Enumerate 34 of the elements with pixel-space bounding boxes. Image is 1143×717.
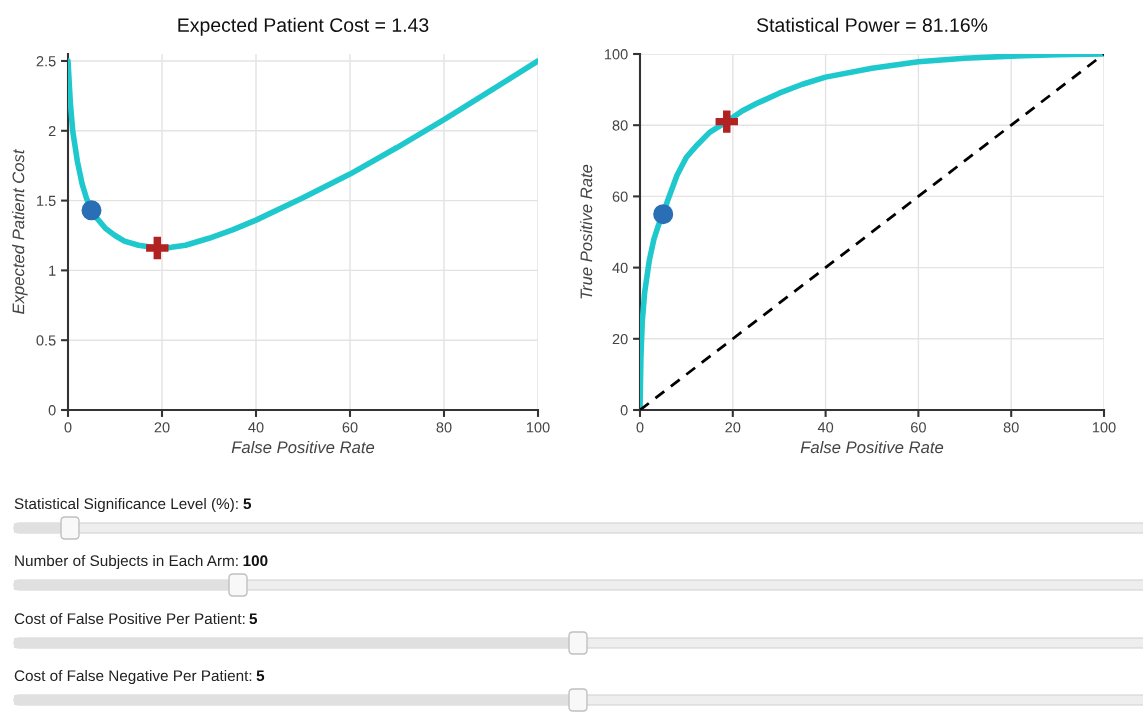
x-axis-title: False Positive Rate: [231, 440, 375, 454]
y-tick-label: 80: [612, 120, 628, 131]
y-tick-label: 0.5: [36, 335, 56, 346]
x-tick-label: 40: [817, 422, 834, 433]
x-tick-label: 40: [248, 422, 264, 433]
y-tick-label: 1: [49, 265, 56, 276]
y-tick-label: 2: [48, 125, 56, 137]
y-tick-label: 0: [48, 405, 56, 416]
y-tick-label: 0: [620, 405, 628, 416]
y-axis-title: True Positive Rate: [580, 164, 593, 299]
x-tick-label: 20: [725, 422, 741, 433]
y-tick-label: 40: [612, 262, 628, 274]
chart-title: Statistical Power = 81.16%: [756, 17, 988, 32]
chart-title: Expected Patient Cost = 1.43: [178, 17, 429, 36]
x-tick-label: 20: [154, 422, 170, 433]
y-tick-label: 100: [604, 49, 628, 60]
x-tick-label: 60: [911, 422, 926, 433]
y-axis-title: Expected Patient Cost: [12, 148, 28, 314]
x-tick-label: 60: [342, 422, 358, 433]
text: Cost of False Negative Per Patient: 5: [14, 669, 265, 685]
x-tick-label: 100: [526, 422, 550, 433]
x-tick-label: 80: [436, 422, 452, 433]
y-tick-label: 20: [612, 333, 628, 345]
x-axis-title: False Positive Rate: [800, 440, 944, 454]
x-tick-label: 100: [1092, 422, 1116, 433]
x-tick-label: 0: [64, 422, 72, 433]
y-tick-label: 2.5: [36, 56, 56, 67]
text: Number of Subjects in Each Arm: 100: [15, 554, 268, 570]
x-tick-label: 0: [636, 422, 644, 433]
text: Cost of False Positive Per Patient: 5: [14, 612, 258, 625]
y-tick-label: 60: [612, 191, 628, 202]
text: Statistical Significance Level (%): 5: [14, 497, 252, 513]
y-tick-label: 1.5: [37, 195, 56, 207]
x-tick-label: 80: [1003, 422, 1019, 433]
